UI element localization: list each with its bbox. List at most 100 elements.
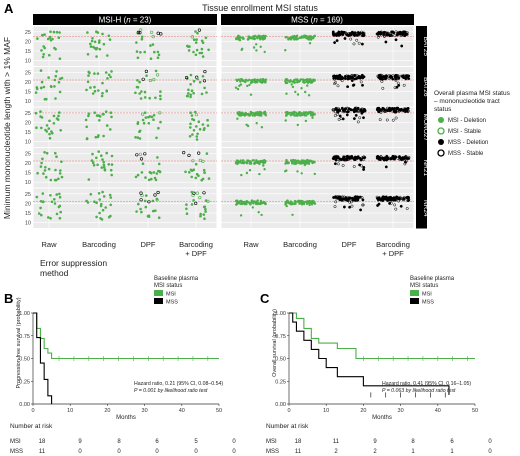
strip-mss-label: MSS (n = 169) [291, 16, 343, 25]
scatter-point [105, 124, 109, 127]
scatter-point [101, 158, 104, 161]
scatter-point [340, 79, 344, 83]
scatter-point [58, 90, 62, 94]
scatter-point [194, 113, 198, 117]
scatter-point [235, 160, 238, 163]
scatter-point [333, 41, 337, 45]
scatter-point [403, 155, 407, 159]
scatter-point [307, 162, 311, 165]
scatter-point [393, 86, 397, 90]
y-tick-label: 20 [25, 161, 31, 167]
scatter-point [157, 162, 161, 166]
scatter-point [139, 28, 143, 32]
scatter-point [331, 108, 335, 112]
scatter-point [289, 200, 292, 203]
panel-c-pvalue: P = 0.063 by likelihood ratio test [382, 388, 456, 394]
scatter-point [334, 157, 338, 161]
scatter-point [197, 28, 201, 32]
scatter-point [87, 178, 91, 181]
scatter-point [104, 206, 107, 209]
strip-mss [221, 14, 414, 25]
scatter-point [312, 200, 315, 203]
scatter-point [151, 199, 155, 203]
risk-value: 1 [411, 449, 415, 455]
facet-strip-bat25 [416, 26, 427, 67]
scatter-point [346, 197, 350, 201]
scatter-point [253, 37, 257, 40]
scatter-point [189, 73, 193, 77]
scatter-point [263, 201, 267, 204]
scatter-point [135, 153, 139, 157]
scatter-point [243, 202, 246, 205]
facet-label-mono27: MONO27 [422, 114, 429, 142]
scatter-point [143, 152, 147, 156]
risk-value: 0 [194, 449, 198, 455]
facet-nr21-left [32, 147, 218, 189]
scatter-point [141, 112, 145, 116]
scatter-point [148, 78, 152, 83]
x-tick-label: 20 [104, 408, 110, 414]
scatter-point [202, 79, 207, 83]
scatter-point [257, 113, 260, 117]
scatter-point [201, 75, 205, 78]
scatter-point [53, 202, 57, 205]
scatter-point [47, 216, 50, 219]
scatter-point [141, 77, 145, 81]
scatter-point [303, 201, 306, 204]
scatter-point [239, 214, 243, 217]
scatter-point [207, 48, 210, 52]
scatter-point [200, 47, 204, 51]
scatter-point [95, 30, 98, 33]
scatter-point [347, 31, 351, 35]
scatter-point [138, 80, 141, 84]
scatter-point [139, 97, 143, 100]
scatter-point [87, 114, 90, 118]
y-tick-label: 0.25 [19, 379, 30, 385]
scatter-point [196, 31, 199, 35]
scatter-point [348, 155, 352, 159]
scatter-point [309, 201, 313, 205]
risk-value: 9 [78, 439, 82, 445]
scatter-point [91, 37, 94, 40]
scatter-point [248, 169, 252, 172]
scatter-point [44, 166, 47, 169]
scatter-point [242, 112, 245, 116]
scatter-point [255, 80, 258, 84]
scatter-point [310, 160, 313, 163]
scatter-point [104, 71, 108, 74]
scatter-point [198, 158, 202, 162]
scatter-point [303, 163, 306, 167]
scatter-point [54, 178, 58, 182]
facet-bat25-left [32, 25, 218, 67]
scatter-point [291, 162, 294, 165]
scatter-point [362, 116, 365, 120]
scatter-point [57, 81, 61, 84]
scatter-point [102, 134, 105, 138]
scatter-point [257, 161, 260, 164]
scatter-point [195, 38, 198, 41]
scatter-point [188, 171, 191, 174]
scatter-point [159, 120, 162, 124]
scatter-point [152, 114, 156, 117]
scatter-point [187, 153, 191, 157]
scatter-point [101, 208, 105, 212]
scatter-point [136, 79, 139, 82]
scatter-point [205, 91, 208, 94]
km-plot-b: 1.00 0.75 0.50 0.25 0.000 10 20 30 40 50 [19, 311, 222, 414]
scatter-point [347, 107, 351, 111]
scatter-point [405, 32, 409, 36]
scatter-point [237, 37, 240, 41]
facet-label-nr21: NR21 [422, 159, 429, 176]
strip-msi-h-label: MSI-H (n = 23) [99, 16, 152, 25]
scatter-point [143, 96, 147, 99]
risk-value: 8 [117, 439, 121, 445]
scatter-point [42, 53, 45, 56]
scatter-point [154, 69, 158, 73]
scatter-point [292, 112, 296, 115]
scatter-point [290, 37, 293, 40]
scatter-point [48, 119, 51, 123]
scatter-point [185, 212, 189, 215]
scatter-point [344, 32, 348, 36]
scatter-point [260, 113, 263, 117]
scatter-point [358, 156, 362, 160]
